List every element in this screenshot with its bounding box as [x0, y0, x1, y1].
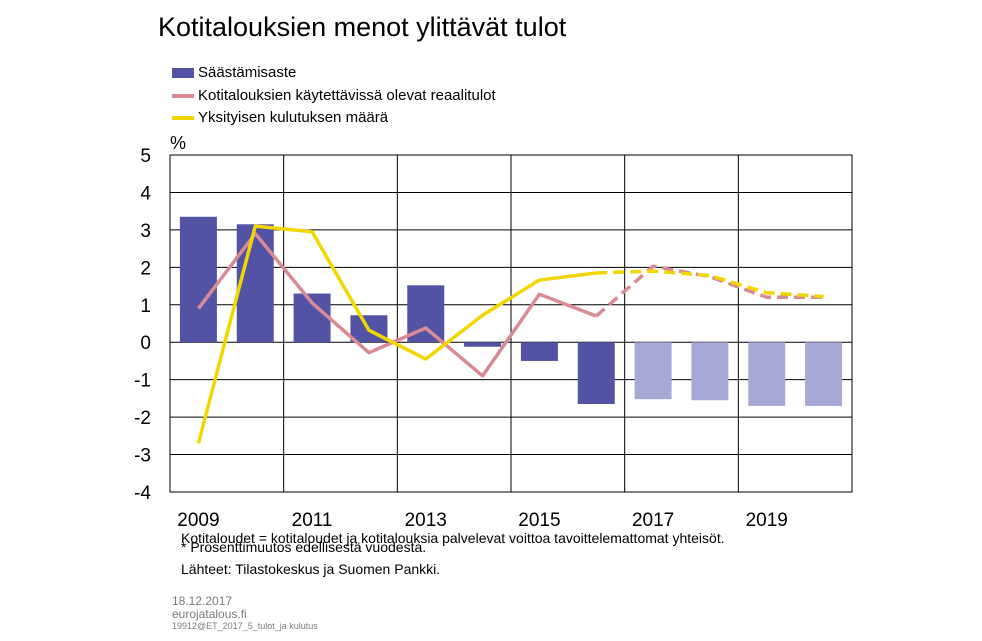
bar-saving-rate: [179, 216, 217, 343]
y-tick-label: -4: [134, 483, 151, 504]
y-unit-label: %: [170, 133, 187, 153]
y-tick-label: 2: [140, 258, 151, 279]
bar-saving-rate: [805, 342, 843, 406]
y-tick-label: 3: [140, 221, 151, 242]
plot-frame: [169, 154, 853, 493]
legend-label-real-income: Kotitalouksien käytettävissä olevat reaa…: [198, 87, 496, 104]
legend-label-saving-rate: Säästämisaste: [198, 64, 297, 81]
footnote: * Prosenttimuutos edellisestä vuodesta.: [181, 539, 427, 555]
chart-title: Kotitalouksien menot ylittävät tulot: [158, 12, 567, 42]
x-tick-label: 2019: [746, 510, 788, 531]
bar-saving-rate: [464, 342, 502, 347]
y-tick-label: 1: [140, 296, 151, 317]
consumption-forecast-line: [596, 269, 824, 299]
sources-note: Lähteet: Tilastokeskus ja Suomen Pankki.: [181, 561, 441, 577]
y-tick-label: 5: [140, 146, 151, 167]
publish-date: 18.12.2017: [172, 594, 233, 608]
bar-saving-rate: [577, 342, 615, 405]
real-income-line: [197, 231, 597, 378]
y-tick-label: -3: [134, 446, 151, 467]
y-tick-label: -2: [134, 408, 151, 429]
legend-item-saving-rate: Säästämisaste: [172, 64, 296, 81]
y-tick-label: 4: [140, 183, 151, 204]
chart-code: 19912@ET_2017_5_tulot_ja kulutus: [172, 621, 318, 631]
legend-item-real-income: Kotitalouksien käytettävissä olevat reaa…: [172, 87, 496, 104]
bar-saving-rate: [691, 342, 729, 401]
x-tick-label: 2013: [405, 510, 447, 531]
legend-swatch-consumption: [172, 115, 194, 120]
legend-label-consumption: Yksityisen kulutuksen määrä: [198, 109, 389, 126]
x-tick-label: 2009: [177, 510, 219, 531]
consumption-line: [196, 224, 597, 444]
legend-item-consumption: Yksityisen kulutuksen määrä: [172, 109, 388, 126]
definition-note: Kotitaloudet = kotitaloudet ja kotitalou…: [181, 530, 725, 546]
legend-swatch-real-income: [172, 93, 194, 98]
bar-saving-rate: [634, 342, 672, 400]
y-tick-label: -1: [134, 371, 151, 392]
bar-saving-rate: [748, 342, 786, 406]
site-name: eurojatalous.fi: [172, 607, 247, 621]
legend-swatch-saving-rate: [172, 67, 194, 78]
x-tick-label: 2017: [632, 510, 674, 531]
bar-saving-rate: [236, 224, 274, 343]
y-tick-label: 0: [140, 333, 151, 354]
x-tick-label: 2015: [518, 510, 560, 531]
bar-saving-rate: [520, 342, 558, 361]
real-income-forecast-line: [595, 264, 824, 318]
x-tick-label: 2011: [292, 510, 333, 531]
